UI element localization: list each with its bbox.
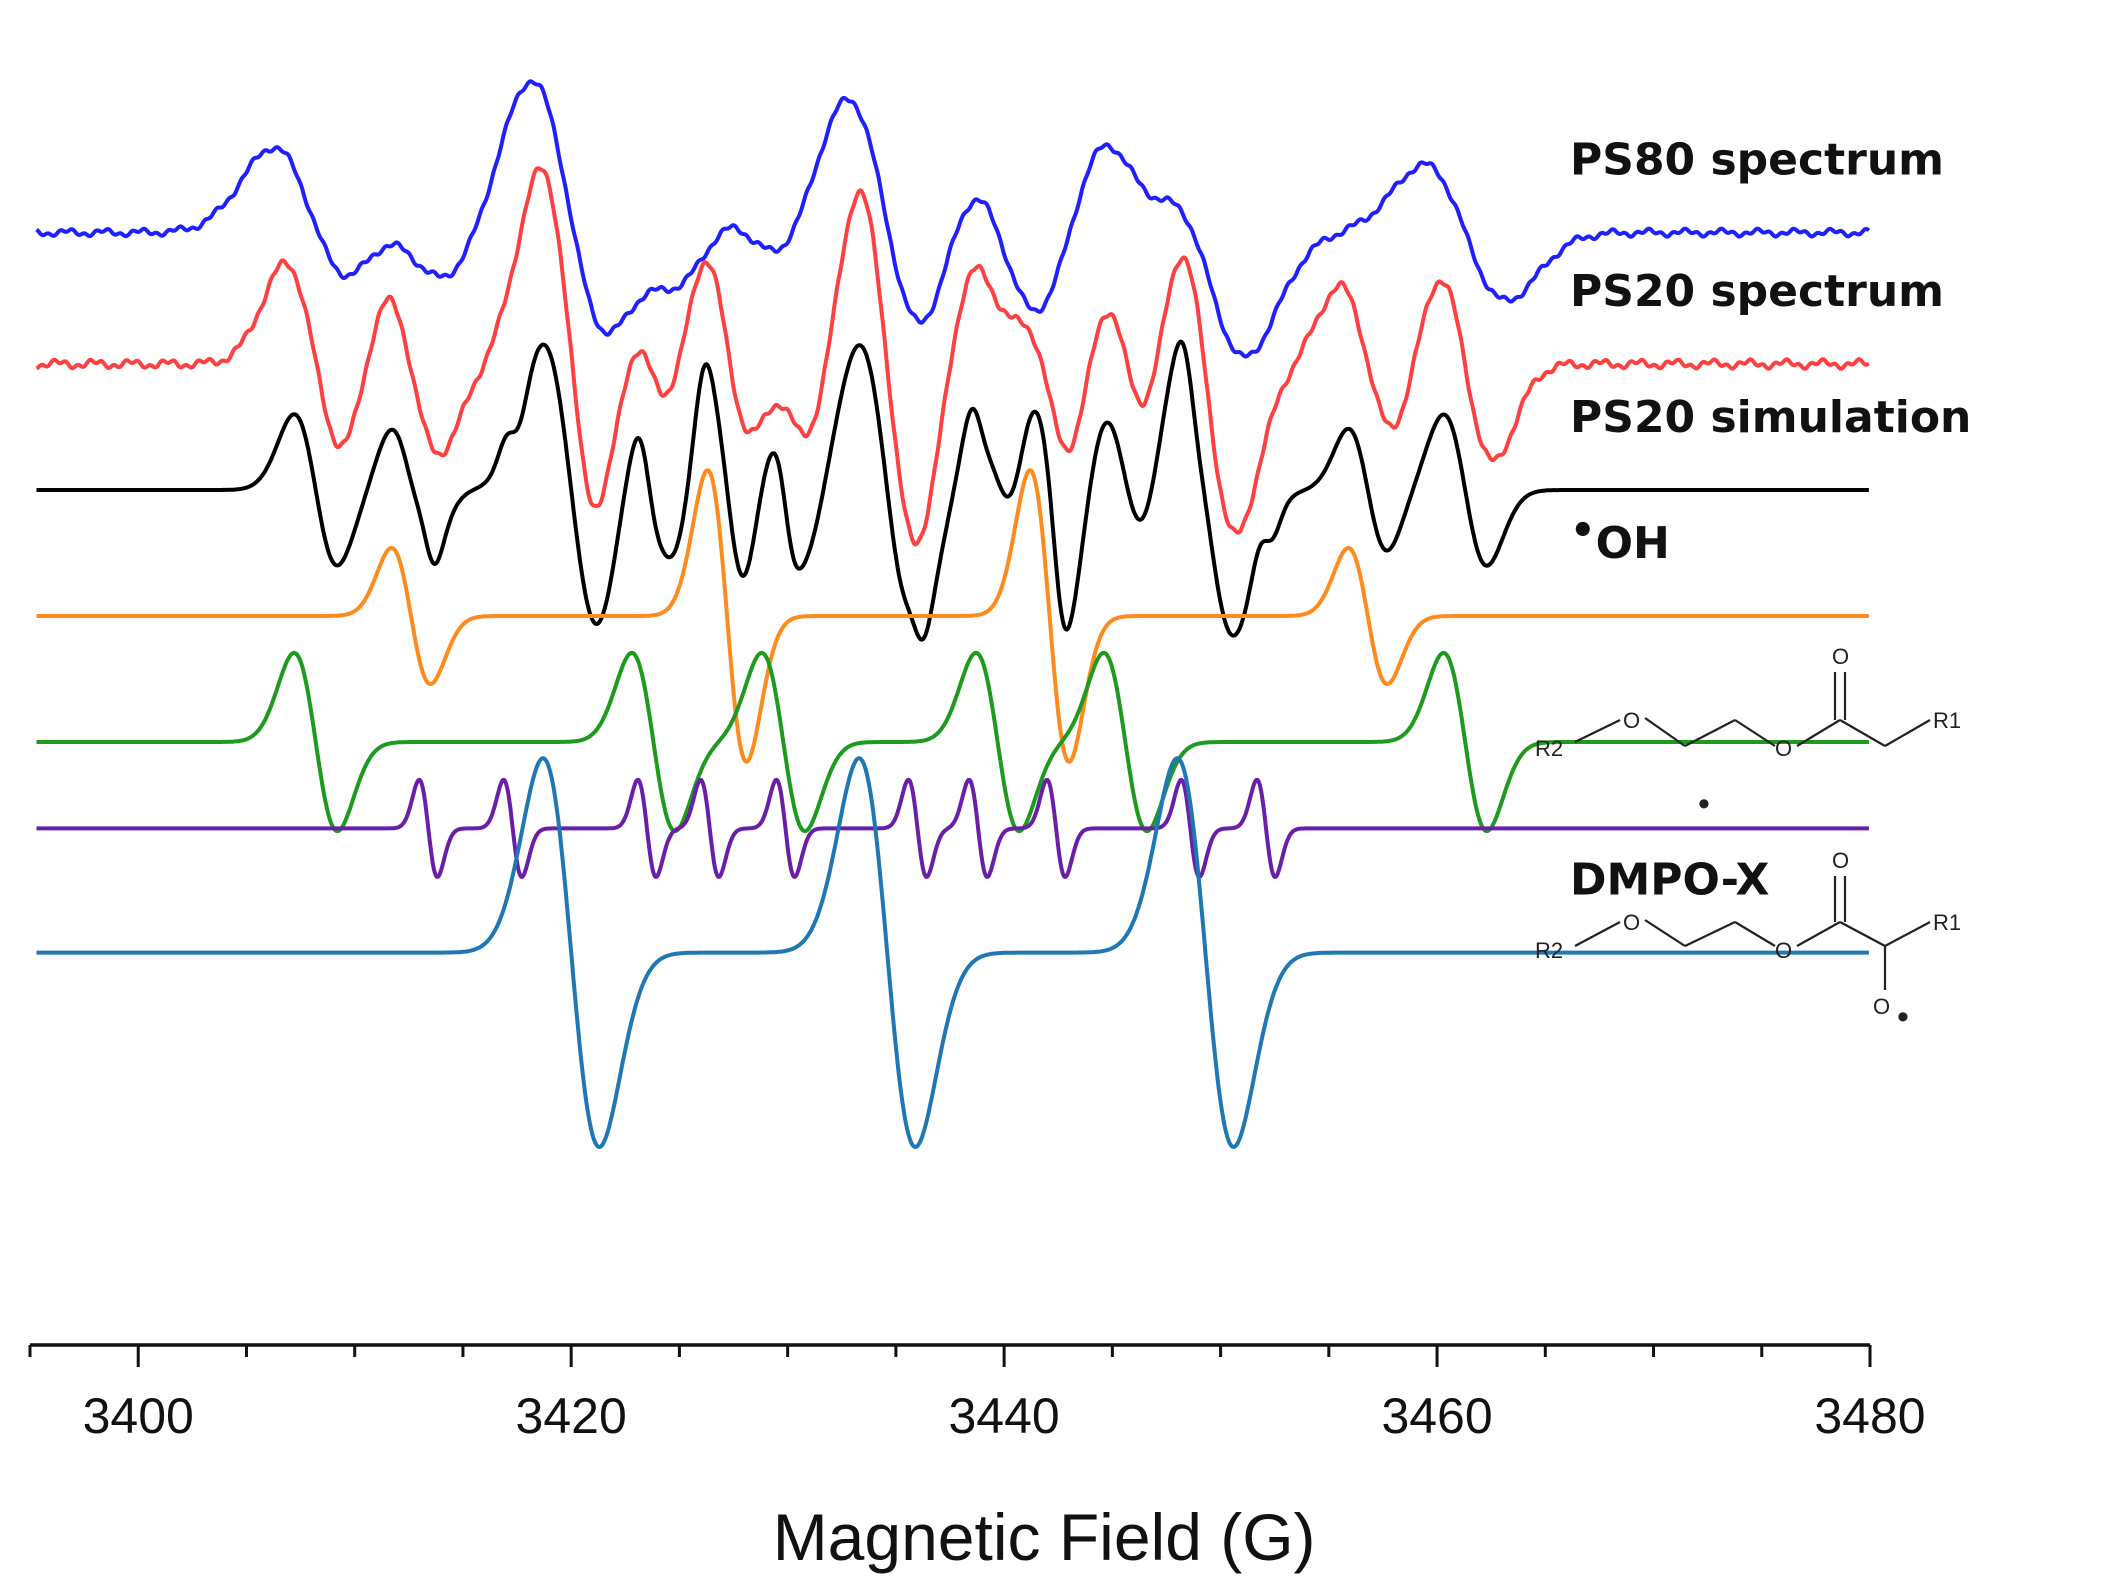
bond [1796, 719, 1841, 747]
bond [1796, 921, 1841, 947]
radical-dot-superscript: • [1570, 508, 1596, 554]
trace-dmpo-x [35, 756, 1870, 1149]
oxygen-label: O [1775, 736, 1792, 761]
structure-alkoxyl-radical: O O O O R2 R1 • [1535, 848, 1961, 1036]
r2-label: R2 [1535, 736, 1563, 761]
r1-label: R1 [1933, 708, 1961, 733]
bond [1884, 921, 1931, 947]
trace-ps20-simulation [35, 339, 1870, 642]
oxygen-label: O [1832, 848, 1849, 873]
x-tick-label: 3440 [949, 1388, 1060, 1444]
radical-dot: • [1698, 785, 1710, 823]
series-labels: PS80 spectrum PS20 spectrum PS20 simulatio… [1570, 135, 1971, 906]
oxygen-label: O [1775, 938, 1792, 963]
bond [1734, 921, 1776, 947]
bond [1644, 717, 1686, 747]
spectra-traces [35, 79, 1871, 1149]
series-label-oh: •OH [1570, 508, 1670, 569]
x-tick-label: 3400 [83, 1388, 194, 1444]
bond [1684, 719, 1736, 747]
trace-ps20-spectrum [35, 166, 1870, 547]
x-tick-label: 3480 [1814, 1388, 1925, 1444]
bond [1684, 921, 1736, 947]
bond [1574, 921, 1621, 947]
trace-ps80-spectrum [35, 79, 1871, 359]
radical-dot: • [1897, 998, 1909, 1036]
label-text: OH [1596, 518, 1670, 569]
bond [1574, 719, 1621, 743]
oxygen-label: O [1832, 644, 1849, 669]
bond [1884, 719, 1931, 747]
bond [1839, 921, 1886, 947]
series-label-ps20-spectrum: PS20 spectrum [1570, 266, 1944, 317]
bond [1734, 719, 1776, 747]
series-label-ps80-spectrum: PS80 spectrum [1570, 135, 1944, 186]
x-tick-label: 3420 [516, 1388, 627, 1444]
r2-label: R2 [1535, 938, 1563, 963]
oxygen-label: O [1873, 994, 1890, 1019]
oxygen-label: O [1623, 910, 1640, 935]
r1-label: R1 [1933, 910, 1961, 935]
trace-oh [35, 468, 1870, 764]
x-axis: 3400 3420 3440 3460 3480 Magnetic Field (G) [28, 1343, 1926, 1574]
structure-alkyl-radical: O O O R2 R1 • [1535, 644, 1961, 823]
x-axis-title: Magnetic Field (G) [773, 1500, 1316, 1574]
bond [1839, 719, 1886, 747]
series-label-ps20-simulation: PS20 simulation [1570, 392, 1971, 443]
series-label-dmpo-x: DMPO-X [1570, 855, 1769, 906]
bond [1644, 919, 1686, 947]
trace-alkoxyl-radical-adduct [35, 777, 1870, 879]
trace-alkyl-radical-adduct [35, 650, 1870, 834]
oxygen-label: O [1623, 708, 1640, 733]
x-tick-label: 3460 [1381, 1388, 1492, 1444]
